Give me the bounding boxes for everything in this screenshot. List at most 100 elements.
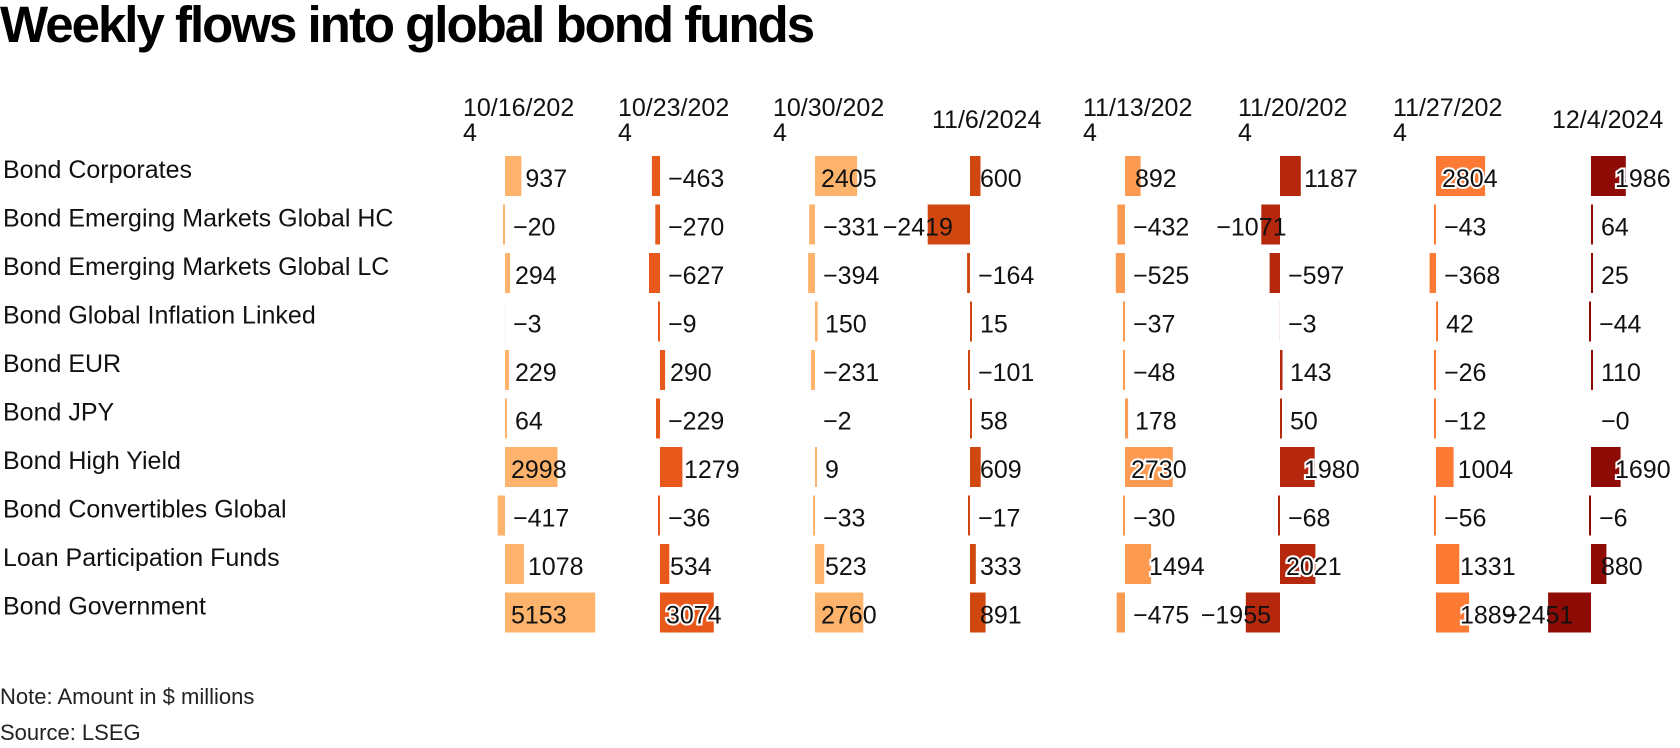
data-label: −17 [978,505,1020,533]
data-label: 110 [1601,359,1641,387]
bar [658,495,660,536]
bar [505,544,524,584]
bar [1548,592,1591,633]
data-label: 600 [980,165,1022,193]
data-label: 9 [825,456,839,484]
data-label: 42 [1446,311,1474,339]
note-text: Note: Amount in $ millions [0,684,255,709]
data-label: −6 [1599,505,1628,533]
data-label: −37 [1133,311,1175,339]
data-label: −597 [1288,262,1344,290]
data-label: −48 [1133,359,1175,387]
bar [1436,447,1454,487]
bar [970,398,972,439]
data-label: 1980 [1304,456,1360,484]
data-label: 143 [1290,359,1332,387]
bar [970,544,976,584]
row-label: Bond Global Inflation Linked [3,302,316,330]
data-label: −3 [513,311,542,339]
bar [815,592,864,633]
data-label: 1690 [1615,456,1671,484]
data-label: 1187 [1304,165,1358,193]
data-label: 2405 [821,165,877,193]
bar [656,398,660,439]
bar [813,495,815,536]
data-label: −270 [668,214,724,242]
bar [1278,495,1280,536]
bar [1125,544,1152,584]
data-label: −3 [1288,311,1317,339]
row-label: Bond Corporates [3,156,192,184]
data-label: −368 [1444,262,1500,290]
bar [1116,592,1125,633]
bar [651,156,660,196]
column-header-line1: 10/16/202 [463,94,574,122]
column-header-line2: 4 [773,119,787,147]
data-label: −2 [823,408,852,436]
data-label: −9 [668,311,697,339]
bar [1591,253,1593,293]
column-header-line1: 11/20/202 [1238,94,1347,122]
data-label: 534 [670,553,712,581]
data-label: −463 [668,165,724,193]
data-label: 3074 [666,602,722,630]
bar [660,447,683,487]
bar [1123,495,1125,536]
bar [1269,253,1280,293]
row-label: Bond High Yield [3,447,181,475]
column-header-line2: 4 [463,119,477,147]
column-header-line2: 4 [1238,119,1252,147]
row-label: Bond Emerging Markets Global HC [3,205,393,233]
data-label: −394 [823,262,879,290]
bar [1280,447,1315,487]
data-label: 290 [670,359,712,387]
data-label: −44 [1599,311,1642,339]
row-label: Bond Emerging Markets Global LC [3,253,389,281]
bar [1591,156,1626,196]
bar [1280,350,1283,390]
row-label: Loan Participation Funds [3,544,280,572]
data-label: −627 [668,262,724,290]
data-label: −229 [668,408,724,436]
data-label: −101 [978,359,1034,387]
data-label: 64 [515,408,543,436]
bar [1434,495,1436,536]
data-label: −475 [1133,602,1189,630]
data-label: 1004 [1458,456,1514,484]
data-label: 937 [525,165,567,193]
data-label: 64 [1601,214,1629,242]
column-header-line2: 4 [1083,119,1097,147]
bar [497,495,505,536]
column-header-line2: 4 [1393,119,1407,147]
bar [660,350,666,390]
data-label: 2730 [1131,456,1187,484]
data-label: 15 [980,311,1008,339]
bar [808,253,815,293]
data-label: 2760 [821,602,877,630]
data-label: −56 [1444,505,1486,533]
bar [658,301,660,342]
column-header-line1: 11/13/202 [1083,94,1192,122]
bar [970,301,972,342]
data-label: −2419 [883,214,953,242]
bar [968,495,970,536]
column-header: 11/6/2024 [932,106,1041,134]
bar [1589,495,1591,536]
bar [811,350,815,390]
bar [1280,156,1301,196]
data-label: 5153 [511,602,567,630]
chart-title: Weekly flows into global bond funds [0,0,815,53]
data-label: −36 [668,505,710,533]
bar [967,253,970,293]
data-label: 1279 [684,456,740,484]
bar [505,447,558,487]
bar [1434,350,1436,390]
bar [1434,204,1436,245]
bar [1591,204,1593,245]
data-label: 892 [1135,165,1177,193]
data-label: 523 [825,553,867,581]
bar [660,592,714,633]
column-header-line1: 10/23/202 [618,94,729,122]
row-label: Bond Convertibles Global [3,496,287,524]
data-label: −26 [1444,359,1486,387]
